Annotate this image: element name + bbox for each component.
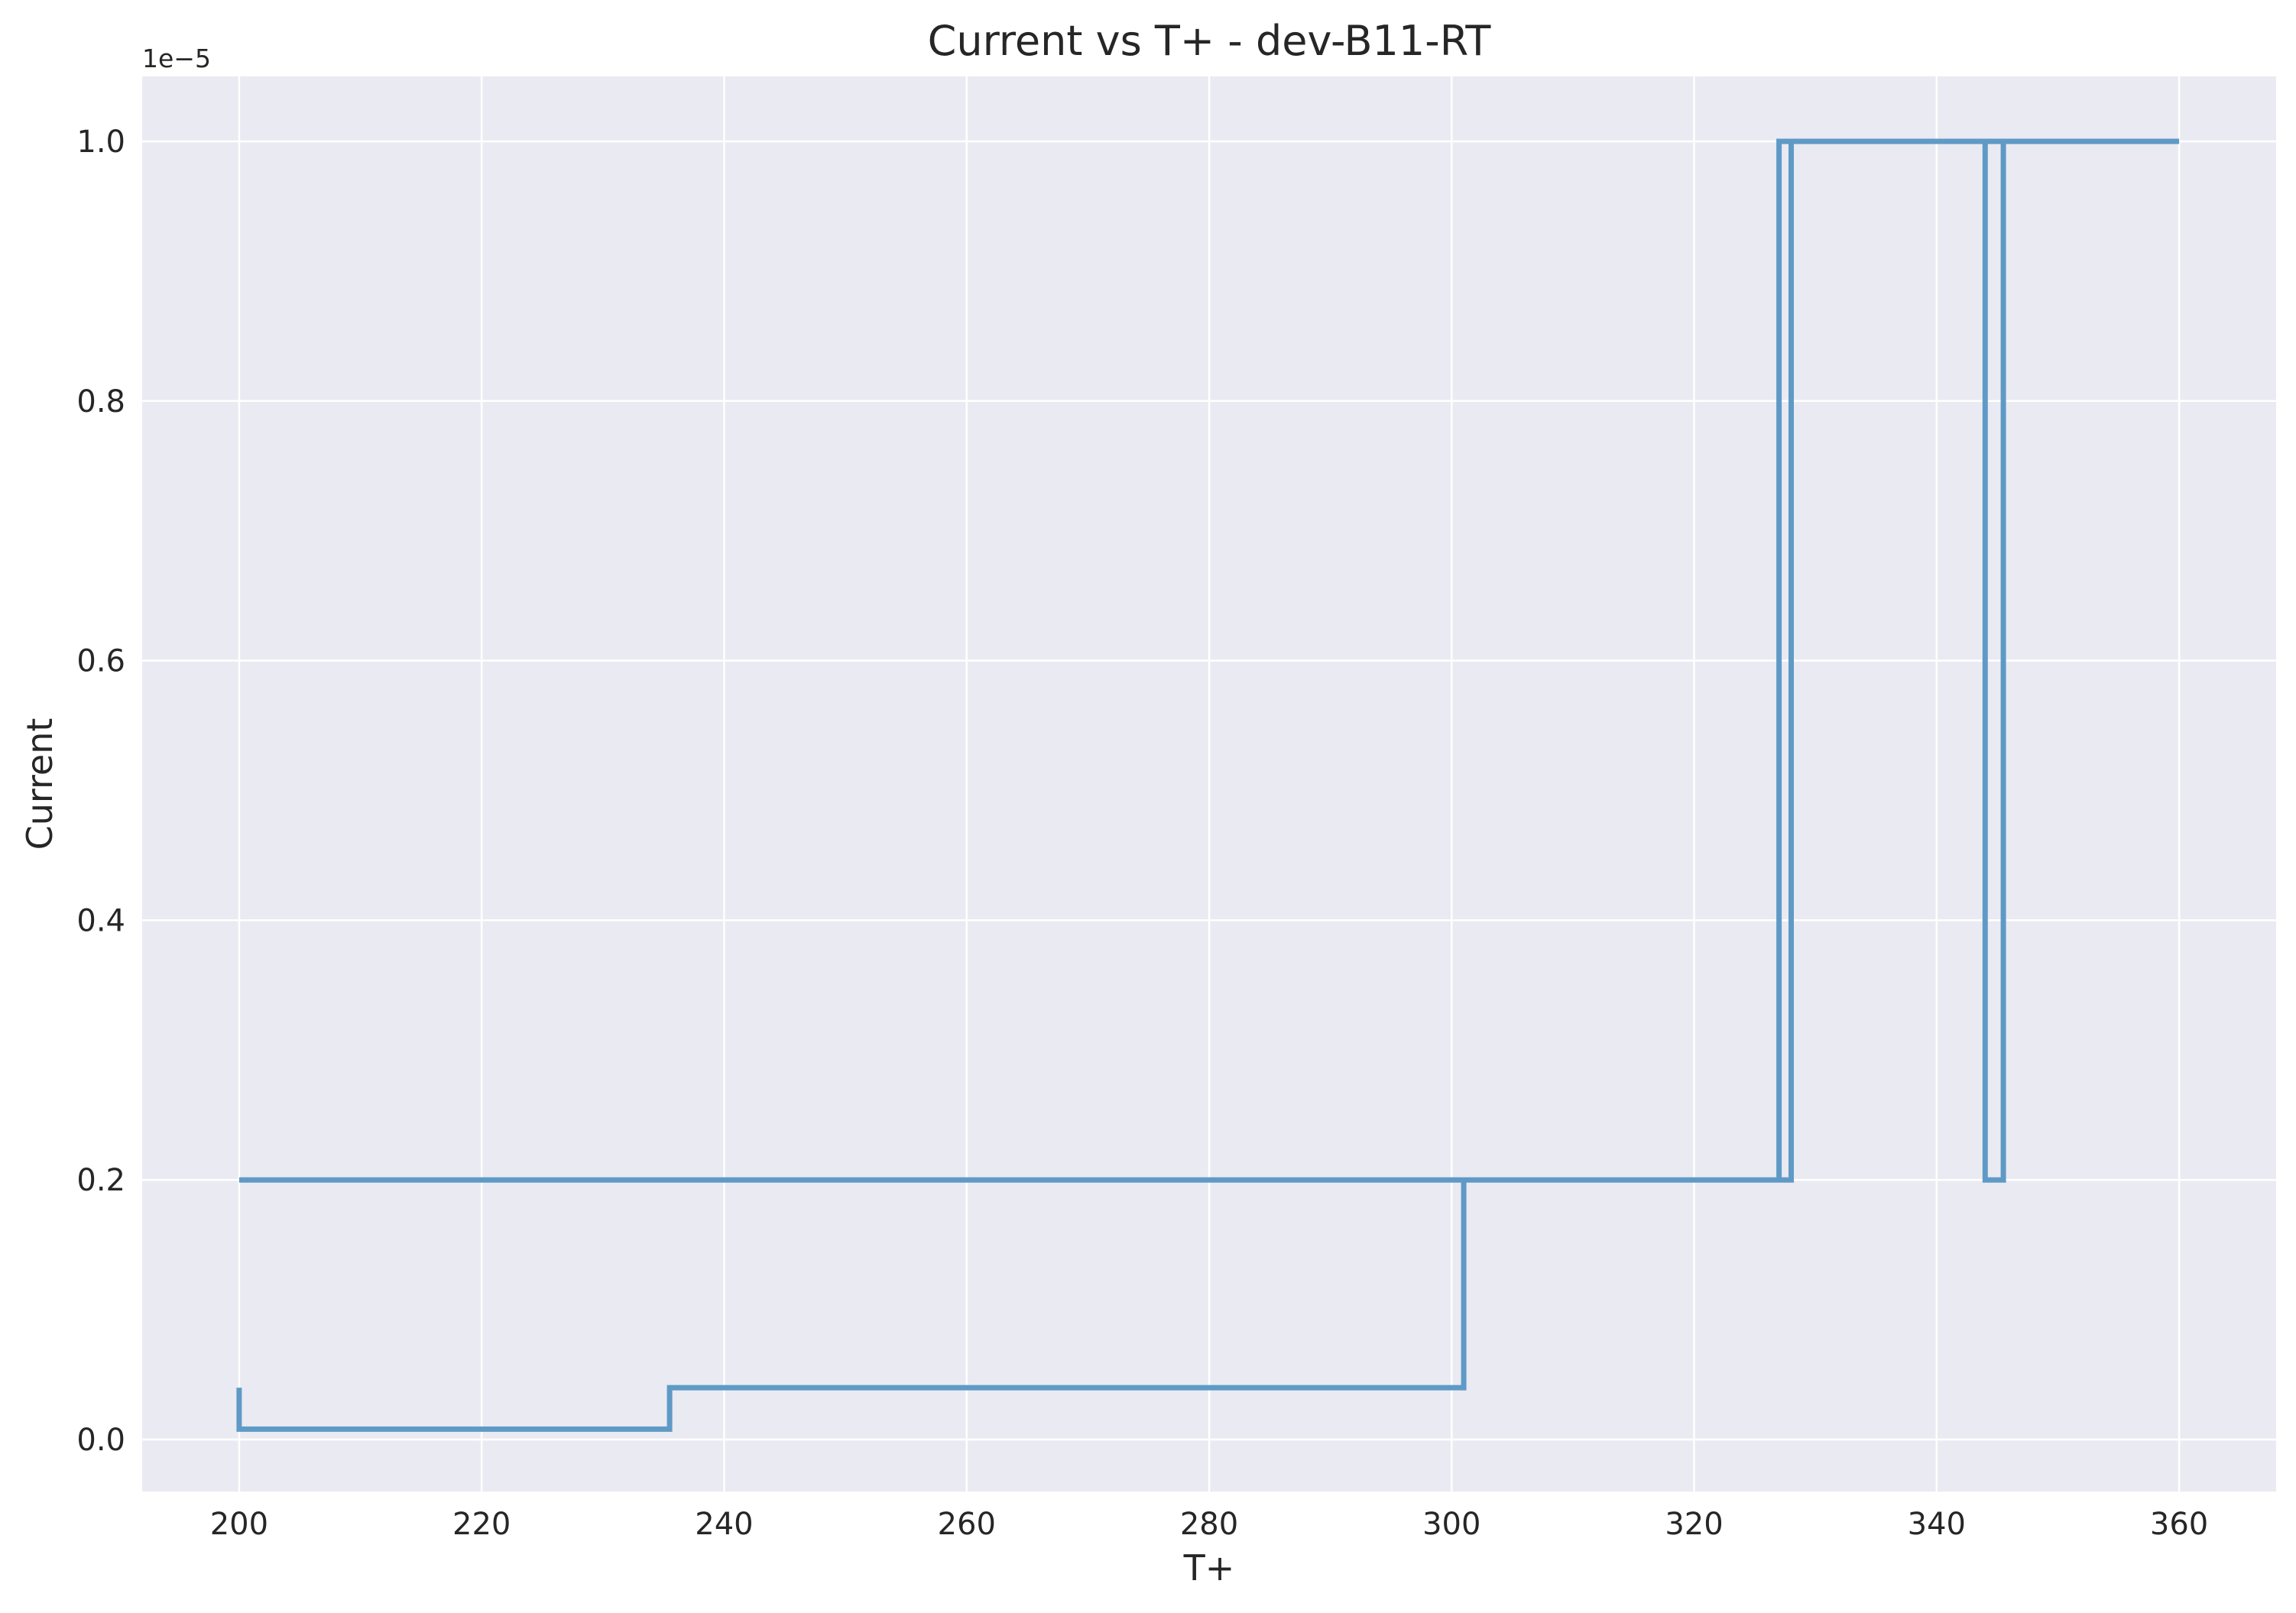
x-axis-label: T+ — [1183, 1547, 1235, 1589]
y-tick-label: 0.2 — [76, 1163, 125, 1198]
chart-title: Current vs T+ - dev-B11-RT — [928, 17, 1492, 65]
x-tick-label: 280 — [1180, 1507, 1238, 1542]
x-tick-label: 340 — [1908, 1507, 1966, 1542]
x-tick-label: 200 — [210, 1507, 268, 1542]
y-offset-label: 1e−5 — [142, 44, 211, 73]
x-tick-labels: 200 220 240 260 280 300 320 340 360 — [210, 1507, 2209, 1542]
x-tick-label: 320 — [1665, 1507, 1723, 1542]
y-tick-label: 0.4 — [76, 903, 125, 938]
y-tick-label: 0.0 — [76, 1423, 125, 1458]
x-tick-label: 300 — [1422, 1507, 1480, 1542]
y-tick-labels: 0.0 0.2 0.4 0.6 0.8 1.0 — [76, 125, 125, 1458]
y-tick-label: 1.0 — [76, 125, 125, 160]
series-layer — [236, 138, 2180, 1432]
x-tick-label: 220 — [452, 1507, 511, 1542]
y-axis-label: Current — [19, 718, 60, 850]
x-tick-label: 240 — [695, 1507, 753, 1542]
y-tick-label: 0.6 — [76, 644, 125, 679]
x-grid — [238, 76, 2181, 1492]
x-tick-label: 360 — [2150, 1507, 2208, 1542]
series-line — [236, 138, 2006, 1432]
y-tick-label: 0.8 — [76, 384, 125, 419]
x-tick-label: 260 — [938, 1507, 996, 1542]
